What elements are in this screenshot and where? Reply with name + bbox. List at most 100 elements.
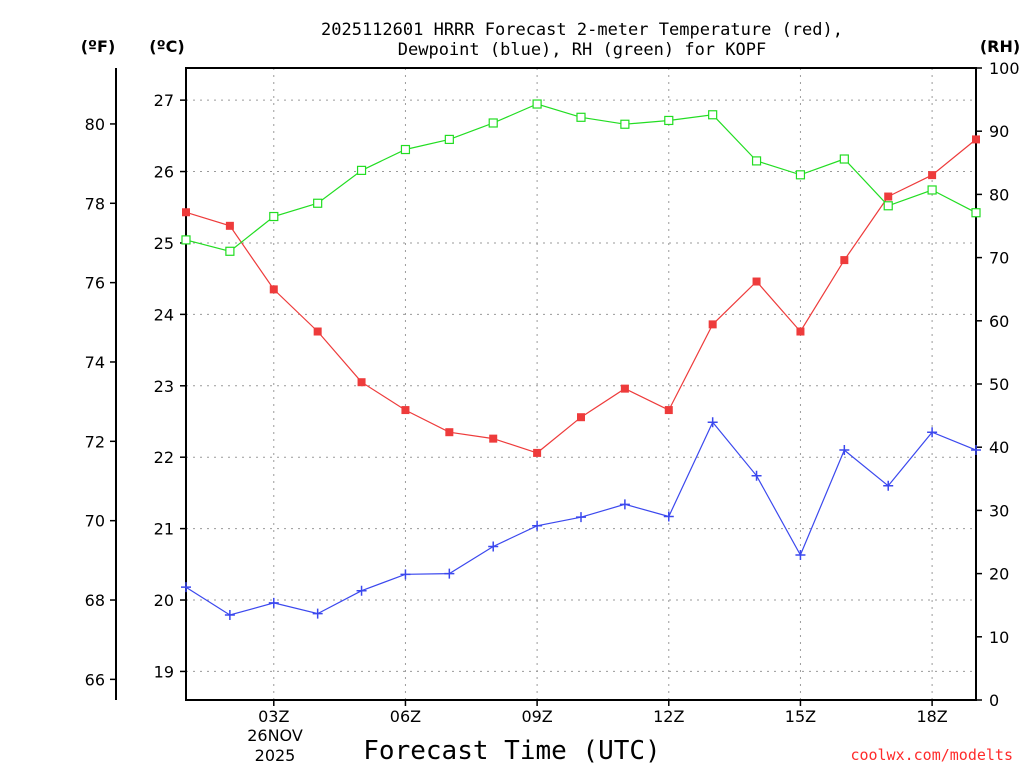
dewpoint-point bbox=[663, 511, 674, 522]
time-tick-label: 15Z bbox=[785, 707, 816, 726]
dewpoint-point bbox=[532, 520, 543, 531]
celsius-tick-label: 26 bbox=[154, 163, 174, 182]
rh-point bbox=[400, 144, 411, 155]
fahrenheit-tick-label: 74 bbox=[85, 353, 105, 372]
fahrenheit-tick-label: 76 bbox=[85, 274, 105, 293]
rh-tick-label: 90 bbox=[989, 122, 1009, 141]
rh-point bbox=[664, 115, 674, 126]
celsius-unit-label: (ºC) bbox=[149, 37, 184, 56]
temperature-point bbox=[972, 135, 980, 144]
rh-tick-label: 30 bbox=[989, 501, 1009, 520]
rh-point bbox=[927, 185, 937, 195]
time-tick-label: 12Z bbox=[653, 707, 684, 726]
plot-frame bbox=[185, 67, 977, 701]
dewpoint-point bbox=[224, 610, 235, 621]
rh-tick-label: 10 bbox=[989, 628, 1009, 647]
temperature-point bbox=[313, 327, 322, 336]
dewpoint-point bbox=[707, 417, 718, 428]
date-label-day: 26NOV bbox=[247, 726, 303, 745]
dewpoint-point bbox=[268, 597, 279, 608]
rh-point bbox=[883, 201, 893, 211]
dewpoint-point bbox=[883, 480, 894, 491]
axis-ticks: 19 20 21 22 23 24 25 26 27 66 68 70 72 74 76 78 80 0 10 20 3… bbox=[85, 59, 1020, 726]
chart-title-line2: Dewpoint (blue), RH (green) for KOPF bbox=[398, 40, 766, 60]
temperature-point bbox=[357, 378, 366, 387]
dewpoint-point bbox=[444, 568, 455, 579]
dewpoint-point bbox=[795, 550, 806, 561]
rh-point bbox=[620, 119, 630, 129]
dewpoint-point bbox=[576, 512, 586, 523]
rh-tick-label: 40 bbox=[989, 438, 1009, 457]
rh-point bbox=[576, 112, 586, 122]
temperature-point bbox=[401, 406, 410, 415]
rh-point bbox=[488, 118, 498, 128]
fahrenheit-tick-label: 66 bbox=[85, 670, 105, 689]
rh-point bbox=[444, 134, 454, 145]
temperature-line bbox=[185, 138, 977, 454]
source-credit: coolwx.com/modelts bbox=[850, 746, 1013, 764]
temperature-point bbox=[445, 428, 454, 437]
dewpoint-point bbox=[181, 582, 191, 593]
time-tick-label: 06Z bbox=[390, 707, 421, 726]
dewpoint-point bbox=[356, 585, 367, 596]
dewpoint-point bbox=[312, 608, 323, 619]
fahrenheit-tick-label: 78 bbox=[85, 194, 105, 213]
celsius-tick-label: 27 bbox=[154, 91, 174, 110]
dewpoint-point bbox=[488, 541, 499, 552]
temperature-point bbox=[225, 221, 234, 230]
fahrenheit-tick-label: 70 bbox=[85, 512, 105, 531]
rh-tick-label: 60 bbox=[989, 312, 1009, 331]
rh-tick-label: 20 bbox=[989, 565, 1009, 584]
temperature-point bbox=[620, 384, 629, 393]
dewpoint-point bbox=[927, 427, 938, 438]
data-series bbox=[181, 99, 981, 621]
dewpoint-point bbox=[400, 569, 411, 580]
temperature-point bbox=[577, 413, 585, 422]
dewpoint-point bbox=[839, 445, 850, 456]
fahrenheit-tick-label: 68 bbox=[85, 591, 105, 610]
rh-point bbox=[751, 156, 762, 166]
temperature-point bbox=[840, 256, 849, 265]
rh-point bbox=[971, 208, 981, 218]
time-tick-label: 09Z bbox=[521, 707, 552, 726]
rh-tick-label: 100 bbox=[989, 59, 1020, 78]
rh-point bbox=[839, 154, 849, 164]
rh-point bbox=[313, 198, 323, 208]
temperature-point bbox=[708, 320, 717, 329]
x-axis-title: Forecast Time (UTC) bbox=[363, 736, 660, 766]
chart-title-line1: 2025112601 HRRR Forecast 2-meter Tempera… bbox=[321, 20, 843, 40]
fahrenheit-unit-label: (ºF) bbox=[81, 37, 116, 56]
temperature-point bbox=[489, 434, 498, 443]
celsius-tick-label: 19 bbox=[154, 662, 174, 681]
temperature-point bbox=[533, 448, 542, 457]
celsius-tick-label: 22 bbox=[154, 448, 174, 467]
temperature-point bbox=[269, 285, 278, 294]
rh-tick-label: 70 bbox=[989, 249, 1009, 268]
temperature-point bbox=[664, 406, 673, 415]
temperature-point bbox=[796, 327, 805, 336]
time-tick-label: 18Z bbox=[916, 707, 947, 726]
temperature-point bbox=[884, 192, 893, 201]
temperature-point bbox=[928, 171, 937, 180]
celsius-tick-label: 25 bbox=[154, 234, 174, 253]
rh-point bbox=[181, 235, 191, 245]
celsius-tick-label: 21 bbox=[154, 520, 174, 539]
dewpoint-point bbox=[751, 470, 762, 481]
rh-point bbox=[356, 165, 367, 175]
rh-unit-label: (RH) bbox=[980, 37, 1020, 56]
rh-line bbox=[185, 103, 977, 252]
rh-point bbox=[225, 246, 235, 256]
rh-tick-label: 80 bbox=[989, 185, 1009, 204]
celsius-tick-label: 24 bbox=[154, 305, 174, 324]
rh-point bbox=[708, 110, 718, 120]
dewpoint-point bbox=[971, 445, 981, 456]
fahrenheit-tick-label: 72 bbox=[85, 432, 105, 451]
celsius-tick-label: 23 bbox=[154, 377, 174, 396]
rh-tick-label: 0 bbox=[989, 691, 999, 710]
time-tick-label: 03Z bbox=[258, 707, 289, 726]
celsius-tick-label: 20 bbox=[154, 591, 174, 610]
rh-point bbox=[269, 211, 279, 222]
grid bbox=[186, 68, 976, 700]
fahrenheit-tick-label: 80 bbox=[85, 115, 105, 134]
